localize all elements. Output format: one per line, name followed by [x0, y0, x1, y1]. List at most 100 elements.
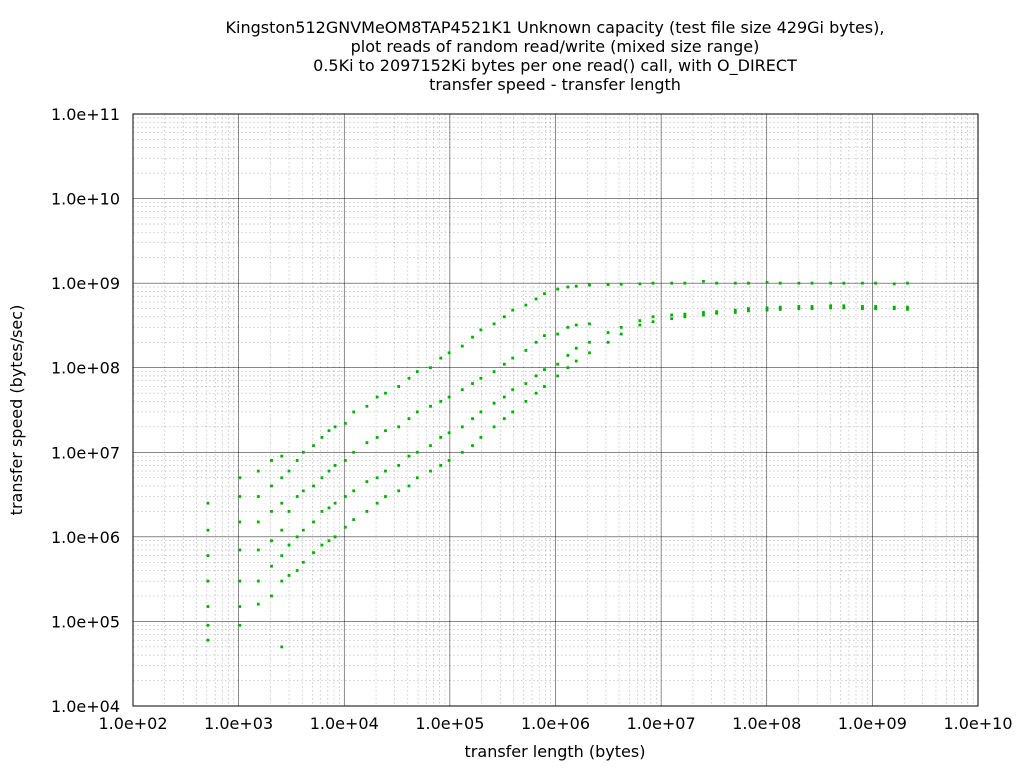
- data-point: [280, 476, 284, 480]
- data-point: [683, 281, 687, 285]
- data-point: [270, 539, 273, 543]
- y-tick-label: 1.0e+04: [51, 697, 120, 716]
- data-point: [471, 417, 474, 421]
- data-point: [407, 376, 411, 380]
- data-point: [502, 417, 506, 421]
- data-point: [715, 281, 719, 285]
- data-point: [327, 539, 331, 543]
- y-axis-ticks: 1.0e+04 1.0e+05 1.0e+06 1.0e+07 1.0e+08 1.0e+…: [51, 105, 120, 716]
- data-point: [295, 495, 299, 498]
- data-point: [429, 469, 432, 473]
- data-point: [429, 404, 432, 408]
- data-point: [492, 322, 496, 326]
- data-point: [415, 476, 419, 480]
- data-point: [375, 501, 379, 505]
- data-point: [747, 281, 750, 285]
- x-tick-label: 1.0e+07: [627, 714, 696, 733]
- data-point: [651, 320, 655, 324]
- data-point: [534, 297, 538, 301]
- data-point: [320, 543, 324, 547]
- data-point: [333, 535, 337, 539]
- data-point: [778, 305, 782, 309]
- data-point: [295, 535, 299, 539]
- data-point: [352, 489, 356, 493]
- data-point: [638, 323, 642, 327]
- data-point: [556, 332, 560, 336]
- data-point: [256, 548, 260, 552]
- data-point: [365, 404, 369, 408]
- data-point: [320, 435, 324, 439]
- data-point: [874, 281, 878, 285]
- data-point: [256, 602, 260, 606]
- data-point: [797, 281, 801, 285]
- title-line-4: transfer speed - transfer length: [429, 75, 681, 94]
- data-point: [670, 313, 674, 317]
- x-tick-label: 1.0e+03: [204, 714, 273, 733]
- data-point: [301, 528, 305, 532]
- data-point: [524, 349, 528, 352]
- data-point: [333, 501, 337, 505]
- data-point: [543, 334, 546, 337]
- data-point: [588, 340, 591, 344]
- data-point: [733, 308, 737, 312]
- data-point: [556, 374, 560, 378]
- data-point: [206, 554, 210, 558]
- data-point: [829, 306, 833, 310]
- data-point: [715, 310, 719, 314]
- data-point: [906, 305, 909, 309]
- data-point: [638, 282, 642, 286]
- data-point: [524, 382, 528, 385]
- x-tick-label: 1.0e+06: [521, 714, 590, 733]
- data-point: [638, 319, 642, 323]
- data-point: [343, 495, 347, 498]
- data-point: [524, 399, 528, 403]
- data-point: [502, 315, 506, 319]
- title-line-1: Kingston512GNVMeOM8TAP4521K1 Unknown cap…: [226, 18, 885, 37]
- x-tick-label: 1.0e+10: [943, 714, 1012, 733]
- data-point: [375, 435, 379, 439]
- data-point: [733, 311, 737, 314]
- x-tick-label: 1.0e+09: [838, 714, 907, 733]
- data-point: [256, 520, 260, 524]
- data-point: [415, 450, 419, 454]
- data-point: [320, 476, 324, 480]
- data-point: [861, 281, 864, 285]
- data-point: [588, 351, 591, 355]
- data-point: [670, 317, 674, 321]
- data-point: [543, 368, 546, 371]
- data-point: [715, 311, 719, 315]
- data-point: [375, 395, 379, 399]
- data-point: [588, 283, 591, 287]
- x-tick-label: 1.0e+04: [310, 714, 379, 733]
- data-point: [906, 281, 909, 285]
- data-point: [747, 309, 750, 313]
- y-axis-label: transfer speed (bytes/sec): [7, 305, 26, 516]
- data-point: [492, 370, 496, 373]
- data-point: [829, 304, 833, 308]
- data-point: [238, 579, 242, 583]
- data-point: [479, 410, 483, 414]
- data-point: [280, 645, 284, 649]
- x-tick-label: 1.0e+08: [732, 714, 801, 733]
- data-point: [256, 469, 260, 473]
- data-point: [301, 489, 305, 493]
- data-point: [765, 306, 769, 310]
- data-point: [842, 281, 846, 285]
- data-point: [861, 305, 864, 308]
- data-point: [479, 328, 483, 332]
- data-point: [447, 431, 451, 435]
- data-point: [543, 385, 546, 388]
- data-point: [352, 450, 356, 454]
- data-point: [429, 444, 432, 447]
- data-point: [479, 376, 483, 380]
- data-point: [797, 307, 801, 310]
- y-tick-label: 1.0e+06: [51, 528, 120, 547]
- data-point: [206, 501, 210, 505]
- data-point: [874, 305, 878, 308]
- title-line-2: plot reads of random read/write (mixed s…: [351, 37, 760, 56]
- data-point: [524, 303, 528, 307]
- chart-title: Kingston512GNVMeOM8TAP4521K1 Unknown cap…: [226, 18, 885, 94]
- data-point: [206, 579, 210, 583]
- data-point: [384, 495, 387, 498]
